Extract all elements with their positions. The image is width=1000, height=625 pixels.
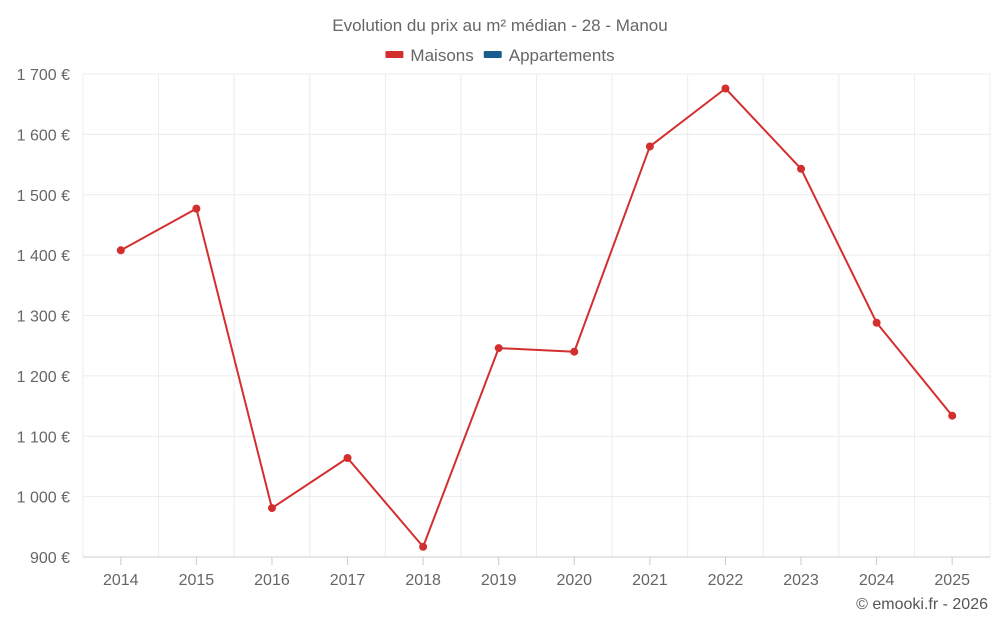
x-tick-label: 2020: [556, 572, 592, 589]
x-tick-label: 2023: [783, 572, 819, 589]
y-tick-label: 1 100 €: [17, 429, 70, 446]
data-point: [343, 453, 352, 462]
legend-label: Appartements: [509, 46, 615, 65]
x-tick-label: 2024: [859, 572, 895, 589]
y-tick-label: 1 000 €: [17, 490, 70, 507]
legend-item-appartements: Appartements: [483, 46, 615, 65]
legend-swatch: [483, 51, 502, 58]
data-point: [797, 164, 806, 173]
x-tick-label: 2016: [254, 572, 290, 589]
legend-label: Maisons: [410, 46, 473, 65]
x-tick-label: 2018: [405, 572, 441, 589]
data-point: [419, 542, 428, 551]
y-tick-label: 1 600 €: [17, 127, 70, 144]
x-tick-label: 2015: [179, 572, 215, 589]
legend: Maisons Appartements: [385, 46, 615, 65]
legend-item-maisons: Maisons: [385, 46, 474, 65]
data-point: [116, 246, 125, 255]
y-tick-label: 1 200 €: [17, 369, 70, 386]
y-tick-label: 1 700 €: [17, 67, 70, 84]
series-line-maisons: [120, 87, 953, 548]
x-tick-label: 2025: [934, 572, 970, 589]
y-tick-label: 1 500 €: [17, 188, 70, 205]
data-point: [494, 344, 503, 353]
y-tick-label: 900 €: [30, 550, 70, 567]
y-tick-label: 1 300 €: [17, 309, 70, 326]
series-layer: [116, 84, 957, 551]
x-tick-label: 2017: [330, 572, 366, 589]
x-tick-label: 2019: [481, 572, 517, 589]
x-tick-label: 2021: [632, 572, 668, 589]
data-point: [721, 84, 730, 93]
data-point: [872, 318, 881, 327]
y-tick-label: 1 400 €: [17, 248, 70, 265]
data-point: [645, 142, 654, 151]
grid-lines: [82, 73, 991, 558]
y-axis-ticks: 900 € 1 000 € 1 100 € 1 200 € 1 300 € 1 400 €…: [17, 67, 70, 567]
x-axis-ticks: 2014 2015 2016 2017 2018 2019 2020 2021 2022 2023…: [103, 557, 970, 589]
x-tick-label: 2014: [103, 572, 139, 589]
chart-title: Evolution du prix au m² médian - 28 - Ma…: [332, 16, 667, 35]
data-point: [267, 504, 276, 513]
x-tick-label: 2022: [708, 572, 744, 589]
data-point: [192, 204, 201, 213]
credit-text: © emooki.fr - 2026: [856, 596, 988, 613]
data-point: [570, 347, 579, 356]
legend-swatch: [385, 51, 404, 58]
data-point: [948, 411, 957, 420]
